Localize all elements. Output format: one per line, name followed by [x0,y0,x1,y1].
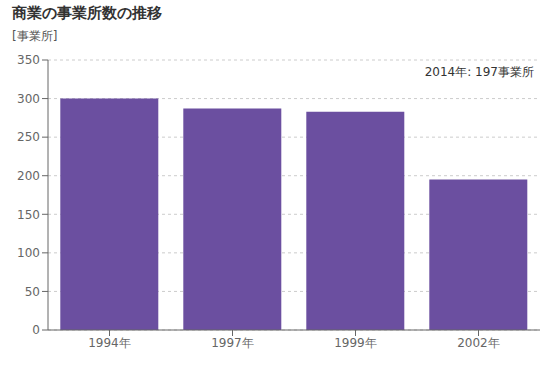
svg-text:1997年: 1997年 [211,336,254,350]
svg-text:350: 350 [17,53,40,67]
svg-text:100: 100 [17,246,40,260]
html-text:2014年: 197事業所: 2014年: 197事業所 [424,65,534,79]
html-text:商業の事業所数の推移: 商業の事業所数の推移 [12,4,162,22]
svg-text:1999年: 1999年 [334,336,377,350]
svg-text:300: 300 [17,92,40,106]
svg-text:0: 0 [32,323,40,337]
svg-text:2002年: 2002年 [457,336,500,350]
svg-text:1994年: 1994年 [88,336,131,350]
svg-text:150: 150 [17,208,40,222]
svg-text:250: 250 [17,130,40,144]
svg-text:200: 200 [17,169,40,183]
html-text:[事業所]: [事業所] [12,29,58,43]
svg-text:50: 50 [25,285,40,299]
